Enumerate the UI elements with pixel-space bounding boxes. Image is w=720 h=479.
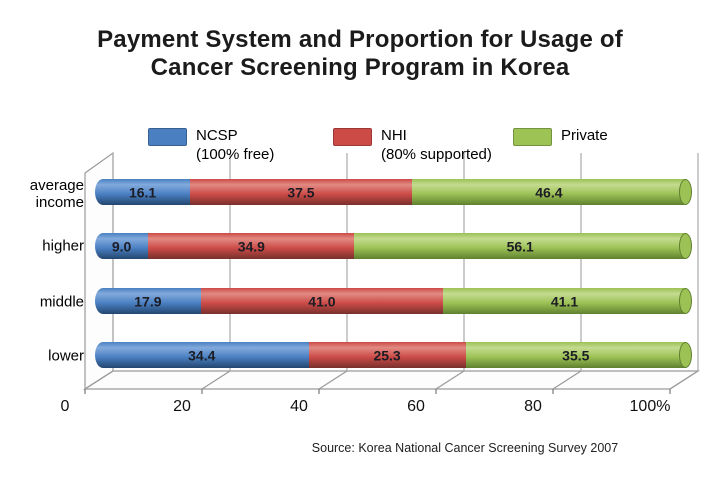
chart-title-line1: Payment System and Proportion for Usage … xyxy=(97,26,623,53)
category-label-average-income: average income xyxy=(29,177,84,211)
bar-value-label: 25.3 xyxy=(373,347,401,364)
legend-text: NHI (80% supported) xyxy=(381,126,492,164)
x-axis-label-80: 80 xyxy=(524,398,542,415)
legend-text: NCSP (100% free) xyxy=(196,126,274,164)
bar-row-1: 16.1 37.5 46.4 xyxy=(95,179,692,205)
x-axis-label-100pct: 100% xyxy=(629,398,671,415)
bar-row-3: 17.9 41.0 41.1 xyxy=(95,288,692,314)
bar-segment: 9.0 xyxy=(95,233,149,259)
category-label-middle: middle xyxy=(39,293,84,311)
bar-plot: 16.1 37.5 46.4 9.0 34.9 56.1 17.9 41.0 41.1 34.4 2… xyxy=(95,0,692,479)
bar-segment: 17.9 xyxy=(95,288,201,314)
bar-end-cap xyxy=(678,179,692,205)
legend-label: Private xyxy=(561,127,608,144)
bar-value-label: 37.5 xyxy=(287,184,315,201)
bar-value-label: 9.0 xyxy=(111,238,132,255)
legend-label: NCSP xyxy=(196,127,238,144)
legend-sublabel: (100% free) xyxy=(196,146,275,163)
bar-value-label: 34.9 xyxy=(237,238,265,255)
bar-segment: 34.9 xyxy=(148,233,355,259)
bar-segment: 46.4 xyxy=(411,179,692,205)
chart-title-line2: Cancer Screening Program in Korea xyxy=(150,54,570,81)
bar-row-2: 9.0 34.9 56.1 xyxy=(95,233,692,259)
legend-item-nhi: NHI (80% supported) xyxy=(333,126,492,164)
bar-segment: 41.0 xyxy=(200,288,444,314)
legend-swatch-ncsp xyxy=(148,128,187,146)
x-axis-label-40: 40 xyxy=(290,398,308,415)
bar-row-4: 34.4 25.3 35.5 xyxy=(95,342,692,368)
legend-swatch-private xyxy=(513,128,552,146)
bar-value-label: 56.1 xyxy=(506,238,534,255)
bar-segment: 35.5 xyxy=(465,342,692,368)
bar-value-label: 35.5 xyxy=(562,347,590,364)
x-axis-label-20: 20 xyxy=(173,398,191,415)
source-note: Source: Korea National Cancer Screening … xyxy=(311,441,619,455)
bar-value-label: 46.4 xyxy=(535,184,563,201)
bar-segment: 16.1 xyxy=(95,179,191,205)
x-axis-label-0: 0 xyxy=(60,398,70,415)
legend-item-ncsp: NCSP (100% free) xyxy=(148,126,274,164)
category-label-higher: higher xyxy=(42,237,84,255)
legend-text: Private xyxy=(561,126,608,145)
bar-value-label: 41.1 xyxy=(550,293,579,310)
bar-value-label: 41.0 xyxy=(308,293,336,310)
bar-segment: 37.5 xyxy=(190,179,412,205)
bar-segment: 34.4 xyxy=(95,342,309,368)
bar-segment: 41.1 xyxy=(443,288,692,314)
bar-end-cap xyxy=(678,342,692,368)
bar-value-label: 34.4 xyxy=(188,347,216,364)
bar-segment: 56.1 xyxy=(354,233,692,259)
legend-item-private: Private xyxy=(513,126,608,146)
category-label-lower: lower xyxy=(48,347,84,365)
bar-value-label: 16.1 xyxy=(128,184,157,201)
bar-end-cap xyxy=(678,233,692,259)
bar-segment: 25.3 xyxy=(308,342,466,368)
legend-sublabel: (80% supported) xyxy=(381,146,492,163)
bar-end-cap xyxy=(678,288,692,314)
x-axis-label-60: 60 xyxy=(407,398,425,415)
legend-label: NHI xyxy=(381,127,407,144)
bar-value-label: 17.9 xyxy=(134,293,162,310)
legend: NCSP (100% free) NHI (80% supported) Private xyxy=(0,126,720,170)
chart-title: Payment System and Proportion for Usage … xyxy=(0,26,720,82)
legend-swatch-nhi xyxy=(333,128,372,146)
